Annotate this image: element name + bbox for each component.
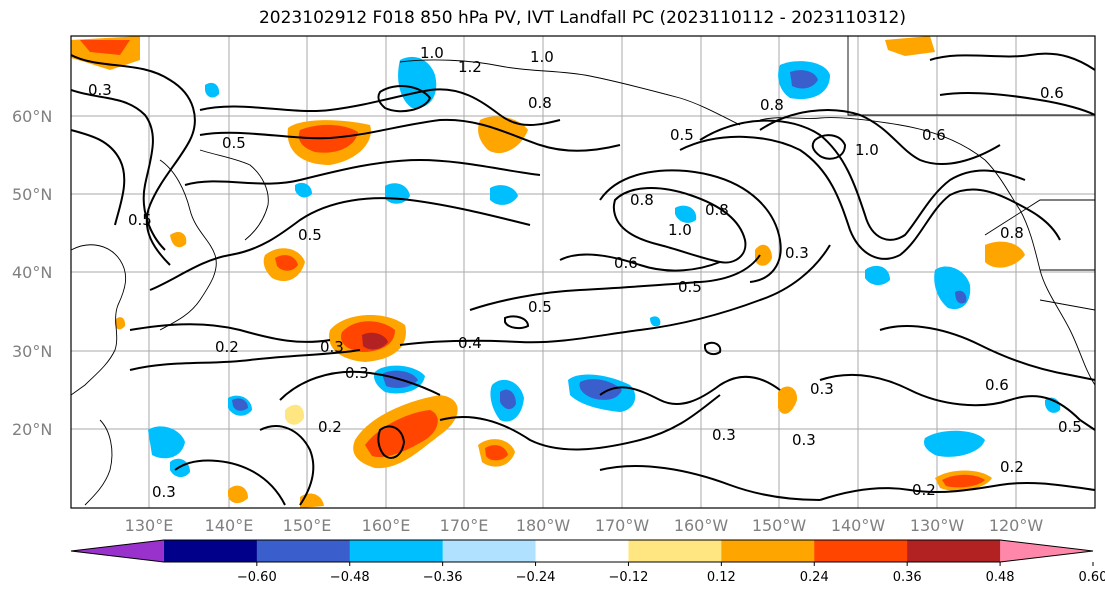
colorbar-swatch xyxy=(349,540,444,562)
contour-label: 0.3 xyxy=(792,431,816,449)
contour-label: 0.5 xyxy=(1058,418,1082,436)
colorbar-swatch xyxy=(628,540,722,562)
colorbar-swatch xyxy=(163,540,258,562)
contour-label: 0.3 xyxy=(712,426,736,444)
lon-labels: 130°E 140°E 150°E 160°E 170°E 180°W 170°… xyxy=(125,516,1044,535)
lon-label: 130°W xyxy=(910,516,965,535)
contour-label: 0.5 xyxy=(128,211,152,229)
colorbar-tick-label: 0.60 xyxy=(1079,570,1105,585)
lon-label: 130°E xyxy=(125,516,174,535)
colorbar-swatch xyxy=(535,540,629,562)
colorbar-swatch xyxy=(814,540,908,562)
contour-label: 0.3 xyxy=(320,338,344,356)
colorbar-tick-label: −0.36 xyxy=(423,570,463,585)
contour-label: 0.8 xyxy=(705,201,729,219)
contour-label: 0.2 xyxy=(318,418,342,436)
colorbar-tick-label: 0.24 xyxy=(800,570,829,585)
colorbar-tick-label: 0.48 xyxy=(986,570,1015,585)
lon-label: 180°W xyxy=(516,516,571,535)
lon-label: 150°E xyxy=(283,516,332,535)
plot-frame xyxy=(70,35,1096,509)
contour-label: 0.2 xyxy=(215,338,239,356)
contour-label: 0.5 xyxy=(528,298,552,316)
colorbar-tick-label: −0.12 xyxy=(609,570,649,585)
contour-label: 0.2 xyxy=(912,481,936,499)
colorbar-tick-label: −0.48 xyxy=(330,570,370,585)
lon-label: 160°E xyxy=(362,516,411,535)
lon-label: 170°W xyxy=(595,516,650,535)
contour-label: 0.5 xyxy=(298,226,322,244)
lat-label: 30°N xyxy=(12,342,52,361)
lat-label: 50°N xyxy=(12,185,52,204)
map-title: 2023102912 F018 850 hPa PV, IVT Landfall… xyxy=(258,8,906,28)
contour-label: 0.6 xyxy=(1040,84,1064,102)
contour-label: 0.8 xyxy=(760,96,784,114)
colorbar-swatch xyxy=(71,540,164,562)
contour-label: 0.3 xyxy=(785,244,809,262)
lon-label: 140°E xyxy=(205,516,254,535)
colorbar-swatch xyxy=(256,540,351,562)
ivt-contours xyxy=(71,52,1095,506)
contour-label: 0.3 xyxy=(810,380,834,398)
contour-label: 0.2 xyxy=(1000,458,1024,476)
colorbar-swatch xyxy=(442,540,537,562)
colorbar-swatch xyxy=(1000,540,1093,562)
contour-label: 0.3 xyxy=(88,81,112,99)
lon-label: 120°W xyxy=(989,516,1044,535)
contour-label: 1.2 xyxy=(458,58,482,76)
lon-label: 150°W xyxy=(752,516,807,535)
colorbar-outline xyxy=(70,539,1094,563)
contour-label: 0.5 xyxy=(222,134,246,152)
contour-label: 0.3 xyxy=(152,483,176,501)
colorbar-tick-label: 0.36 xyxy=(893,570,922,585)
lon-label: 160°W xyxy=(674,516,729,535)
colorbar-tick-label: 0.12 xyxy=(707,570,736,585)
contour-label: 0.8 xyxy=(528,94,552,112)
lon-label: 140°W xyxy=(831,516,886,535)
lat-label: 20°N xyxy=(12,420,52,439)
lat-labels: 60°N 50°N 40°N 30°N 20°N xyxy=(12,107,52,439)
contour-labels: 0.3 1.0 1.2 0.8 0.6 1.0 0.5 0.8 1.0 0.6 … xyxy=(88,44,1082,501)
colorbar: −0.60 −0.48 −0.36 −0.24 −0.12 0.12 0.24 0.36 0.4… xyxy=(70,539,1105,585)
contour-label: 0.3 xyxy=(345,364,369,382)
contour-label: 0.6 xyxy=(922,126,946,144)
contour-label: 0.4 xyxy=(458,334,482,352)
colorbar-swatch xyxy=(907,540,1001,562)
lat-label: 40°N xyxy=(12,263,52,282)
contour-label: 1.0 xyxy=(420,44,444,62)
contour-label: 0.8 xyxy=(1000,224,1024,242)
contour-label: 1.0 xyxy=(530,48,554,66)
contour-label: 1.0 xyxy=(855,141,879,159)
contour-label: 0.5 xyxy=(678,278,702,296)
colorbar-tick-label: −0.24 xyxy=(516,570,556,585)
contour-label: 0.6 xyxy=(614,254,638,272)
contour-label: 1.0 xyxy=(668,221,692,239)
colorbar-swatch xyxy=(721,540,815,562)
contour-label: 0.6 xyxy=(985,376,1009,394)
contour-label: 0.8 xyxy=(630,191,654,209)
colorbar-tick-label: −0.60 xyxy=(237,570,277,585)
contour-label: 0.5 xyxy=(670,126,694,144)
lon-label: 170°E xyxy=(440,516,489,535)
lat-label: 60°N xyxy=(12,107,52,126)
